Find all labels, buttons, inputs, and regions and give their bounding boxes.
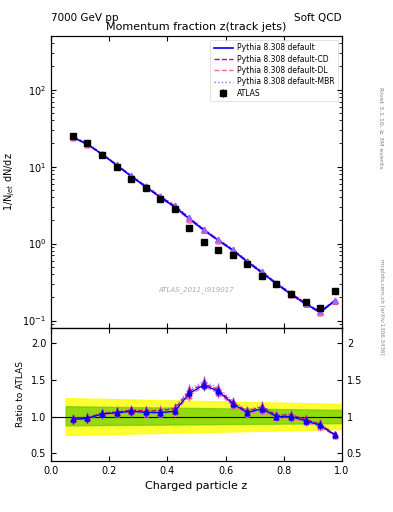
Pythia 8.308 default [173,204,177,210]
Pythia 8.308 default-MBR [245,258,250,264]
Pythia 8.308 default-DL [114,162,119,168]
Legend: Pythia 8.308 default, Pythia 8.308 default-CD, Pythia 8.308 default-DL, Pythia 8: Pythia 8.308 default, Pythia 8.308 defau… [210,39,338,101]
Pythia 8.308 default [274,281,279,287]
Pythia 8.308 default-MBR [289,290,294,296]
Pythia 8.308 default-CD [318,309,323,315]
Pythia 8.308 default-DL [260,270,264,276]
Pythia 8.308 default-CD [143,183,148,189]
Pythia 8.308 default-CD [129,173,134,179]
Text: Soft QCD: Soft QCD [294,13,342,23]
Pythia 8.308 default-DL [231,248,235,254]
Pythia 8.308 default-CD [274,280,279,286]
Pythia 8.308 default-CD [245,258,250,264]
Pythia 8.308 default-DL [143,184,148,190]
Pythia 8.308 default [245,259,250,265]
Pythia 8.308 default-DL [129,174,134,180]
Pythia 8.308 default [289,291,294,297]
Text: mcplots.cern.ch [arXiv:1306.3436]: mcplots.cern.ch [arXiv:1306.3436] [379,260,384,355]
Pythia 8.308 default-DL [158,195,163,201]
Pythia 8.308 default [158,194,163,200]
Pythia 8.308 default-MBR [202,226,206,232]
Pythia 8.308 default-MBR [158,193,163,199]
X-axis label: Charged particle z: Charged particle z [145,481,248,491]
Pythia 8.308 default-CD [332,297,337,304]
Pythia 8.308 default-MBR [173,202,177,208]
Pythia 8.308 default-DL [71,135,75,141]
Pythia 8.308 default [71,134,75,140]
Pythia 8.308 default-CD [231,247,235,253]
Pythia 8.308 default-DL [274,281,279,287]
Pythia 8.308 default [100,151,105,157]
Pythia 8.308 default-MBR [303,300,308,306]
Pythia 8.308 default-DL [100,152,105,158]
Pythia 8.308 default-MBR [318,308,323,314]
Pythia 8.308 default [318,309,323,315]
Line: Pythia 8.308 default-CD: Pythia 8.308 default-CD [73,137,335,312]
Pythia 8.308 default [216,238,221,244]
Pythia 8.308 default [260,269,264,275]
Pythia 8.308 default-DL [289,292,294,298]
Pythia 8.308 default [303,301,308,307]
Pythia 8.308 default-MBR [187,214,192,220]
Pythia 8.308 default-MBR [332,297,337,304]
Pythia 8.308 default-MBR [260,268,264,274]
Title: Momentum fraction z(track jets): Momentum fraction z(track jets) [107,23,286,32]
Pythia 8.308 default-CD [289,290,294,296]
Pythia 8.308 default-MBR [274,280,279,286]
Pythia 8.308 default [187,216,192,222]
Pythia 8.308 default-MBR [216,236,221,242]
Pythia 8.308 default-MBR [71,134,75,140]
Pythia 8.308 default-CD [260,269,264,275]
Text: ATLAS_2011_I919017: ATLAS_2011_I919017 [159,286,234,293]
Pythia 8.308 default-DL [85,141,90,147]
Pythia 8.308 default-CD [173,203,177,209]
Pythia 8.308 default [332,298,337,304]
Pythia 8.308 default-CD [100,151,105,157]
Pythia 8.308 default [231,247,235,253]
Pythia 8.308 default-MBR [100,151,105,157]
Pythia 8.308 default-MBR [114,161,119,167]
Pythia 8.308 default-MBR [129,172,134,178]
Pythia 8.308 default [114,162,119,168]
Line: Pythia 8.308 default-MBR: Pythia 8.308 default-MBR [73,137,335,311]
Pythia 8.308 default-CD [187,215,192,221]
Pythia 8.308 default-DL [318,310,323,316]
Pythia 8.308 default [143,183,148,189]
Line: Pythia 8.308 default-DL: Pythia 8.308 default-DL [73,138,335,313]
Pythia 8.308 default-CD [71,134,75,140]
Pythia 8.308 default-CD [85,141,90,147]
Pythia 8.308 default [85,141,90,147]
Pythia 8.308 default-MBR [143,183,148,189]
Pythia 8.308 default-CD [303,300,308,306]
Pythia 8.308 default-DL [216,238,221,244]
Pythia 8.308 default-DL [173,204,177,210]
Pythia 8.308 default-CD [202,226,206,232]
Pythia 8.308 default-CD [114,162,119,168]
Pythia 8.308 default-DL [245,259,250,265]
Pythia 8.308 default-DL [332,298,337,304]
Pythia 8.308 default-DL [202,227,206,233]
Pythia 8.308 default-DL [303,302,308,308]
Pythia 8.308 default [129,173,134,179]
Pythia 8.308 default-MBR [85,140,90,146]
Pythia 8.308 default-CD [158,194,163,200]
Pythia 8.308 default-MBR [231,246,235,252]
Pythia 8.308 default-CD [216,237,221,243]
Text: 7000 GeV pp: 7000 GeV pp [51,13,119,23]
Y-axis label: 1/N$_{jet}$ dN/dz: 1/N$_{jet}$ dN/dz [2,153,17,211]
Y-axis label: Ratio to ATLAS: Ratio to ATLAS [16,361,25,428]
Pythia 8.308 default [202,227,206,233]
Text: Rivet 3.1.10, ≥ 3M events: Rivet 3.1.10, ≥ 3M events [379,87,384,169]
Line: Pythia 8.308 default: Pythia 8.308 default [73,137,335,312]
Pythia 8.308 default-DL [187,217,192,223]
